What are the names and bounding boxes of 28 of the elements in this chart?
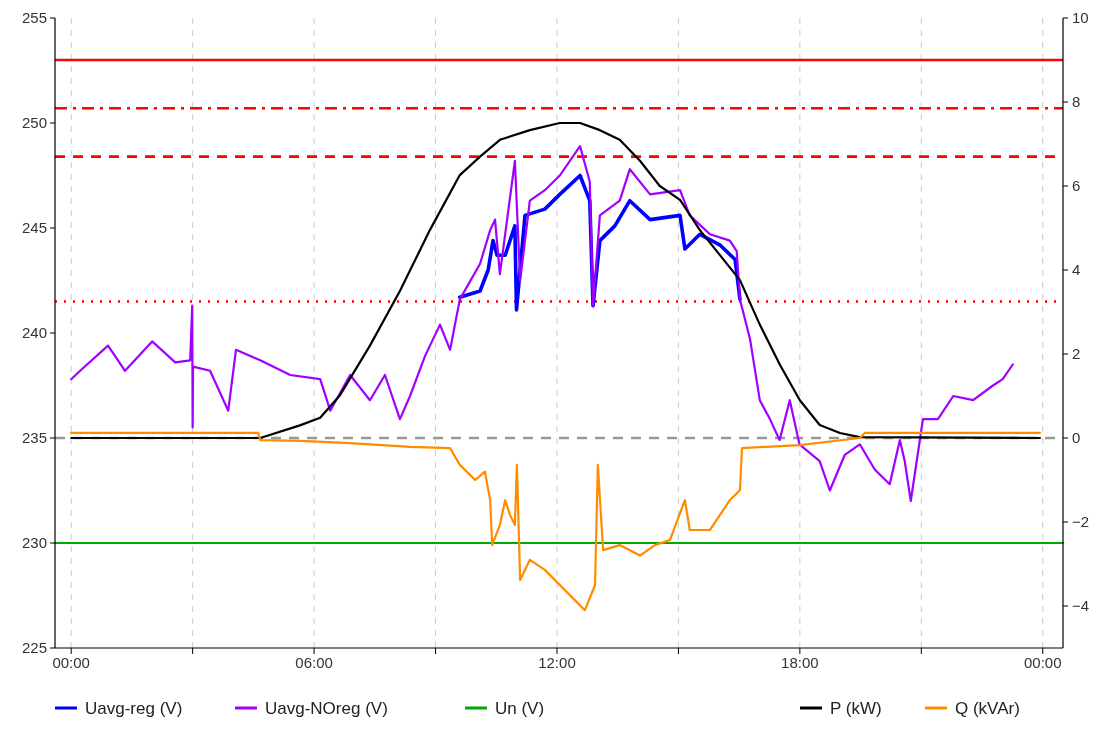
y2-tick-label: 8 [1072, 93, 1081, 110]
x-tick-label: 00:00 [1023, 654, 1062, 671]
y-tick-label: 235 [21, 429, 47, 446]
y-tick-label: 225 [21, 639, 47, 656]
y2-tick-label: −4 [1072, 597, 1090, 614]
line-series [70, 121, 1042, 440]
y2-tick-label: 4 [1072, 261, 1081, 278]
legend-label: Q (kVAr) [955, 699, 1020, 718]
y-tick-label: 255 [21, 9, 47, 26]
line-series [70, 431, 1042, 612]
y2-tick-label: 2 [1072, 345, 1081, 362]
x-tick-label: 12:00 [538, 654, 576, 671]
y-tick-label: 245 [21, 219, 47, 236]
x-tick-label: 18:00 [781, 654, 819, 671]
y-tick-label: 250 [21, 114, 47, 131]
y2-tick-label: −2 [1072, 513, 1090, 530]
legend-label: Uavg-NOreg (V) [265, 699, 388, 718]
x-tick-label: 00:00 [52, 654, 90, 671]
line-series [70, 145, 1014, 503]
legend-label: Un (V) [495, 699, 545, 718]
y2-tick-label: 10 [1072, 9, 1089, 26]
x-tick-label: 06:00 [295, 654, 333, 671]
legend-label: Uavg-reg (V) [85, 699, 183, 718]
y-tick-label: 230 [21, 534, 47, 551]
y2-tick-label: 6 [1072, 177, 1081, 194]
legend-label: P (kW) [830, 699, 882, 718]
y-tick-label: 240 [21, 324, 47, 341]
y2-tick-label: 0 [1072, 429, 1081, 446]
